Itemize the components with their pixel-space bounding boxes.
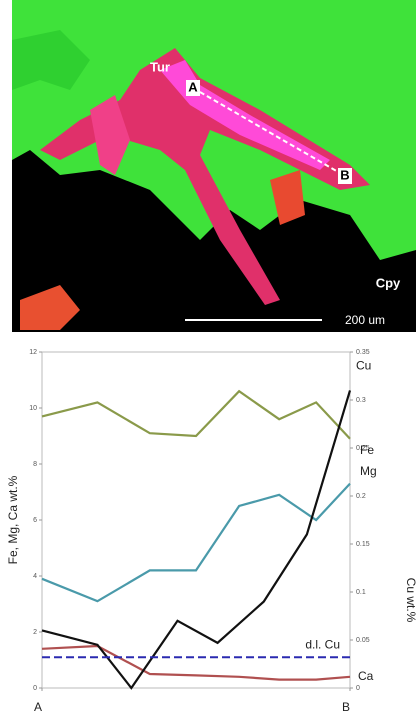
image-label: A [188, 79, 198, 94]
series-line [42, 391, 350, 439]
x-tick-label: A [34, 700, 42, 714]
y-tick-label: 6 [33, 517, 37, 524]
series-line [42, 646, 350, 680]
y2-tick-label: 0.35 [356, 349, 370, 356]
y2-tick-label: 0.1 [356, 589, 366, 596]
y2-tick-label: 0 [356, 685, 360, 692]
y2-tick-label: 0.05 [356, 637, 370, 644]
y2-tick-label: 0.2 [356, 493, 366, 500]
series-label: Ca [358, 669, 374, 683]
series-label: Cu [356, 359, 371, 373]
series-label: Fe [360, 443, 374, 457]
image-label: Cpy [376, 275, 401, 290]
series-label: Mg [360, 464, 377, 478]
y-tick-label: 8 [33, 461, 37, 468]
micrograph: Tur A B Cpy 200 um [12, 0, 416, 332]
scale-label: 200 um [345, 313, 385, 327]
y2-tick-label: 0.15 [356, 541, 370, 548]
y-axis-label: Fe, Mg, Ca wt.% [6, 475, 20, 564]
series-label: d.l. Cu [305, 637, 340, 651]
y-tick-label: 2 [33, 629, 37, 636]
image-label: B [340, 167, 349, 182]
y2-tick-label: 0.3 [356, 397, 366, 404]
y-tick-label: 0 [33, 685, 37, 692]
plot-frame [42, 352, 350, 688]
y-tick-label: 10 [29, 405, 37, 412]
figure: Tur A B Cpy 200 um Fe, Mg, Ca wt.% Cu wt… [0, 0, 416, 720]
x-tick-label: B [342, 700, 350, 714]
page: {"image": {"labels": ["Tur", "A", "B", "… [0, 0, 416, 720]
y2-axis-label: Cu wt.% [404, 578, 416, 623]
image-label: Tur [150, 59, 170, 74]
y-tick-label: 12 [29, 349, 37, 356]
series-line [42, 484, 350, 602]
y-tick-label: 4 [33, 573, 37, 580]
